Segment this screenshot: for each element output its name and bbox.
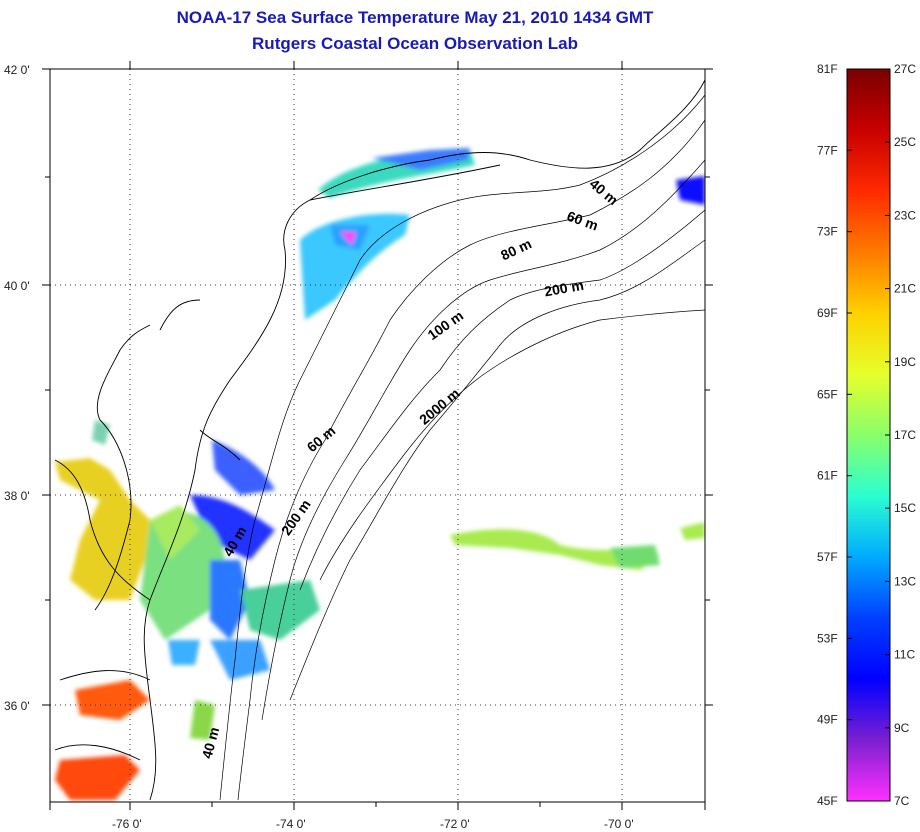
- colorbar-fahrenheit-label: 61F: [817, 469, 838, 483]
- lon-tick-label: -74 0': [276, 817, 306, 831]
- contour-label-60m: 60 m: [565, 208, 600, 234]
- colorbar-fahrenheit-label: 57F: [817, 550, 838, 564]
- colorbar-fahrenheit-label: 65F: [817, 387, 838, 401]
- lat-tick-label: 40 0': [4, 279, 30, 293]
- colorbar-fahrenheit-label: 49F: [817, 713, 838, 727]
- colorbar-celsius-label: 25C: [894, 135, 916, 149]
- colorbar-celsius-label: 21C: [894, 282, 916, 296]
- colorbar-fahrenheit-label: 69F: [817, 306, 838, 320]
- colorbar-celsius-label: 7C: [894, 794, 910, 808]
- lon-tick-label: -72 0': [440, 817, 470, 831]
- colorbar-fahrenheit-label: 81F: [817, 62, 838, 76]
- map-frame: [49, 68, 706, 803]
- lat-tick-label: 42 0': [4, 63, 30, 77]
- colorbar-fahrenheit-label: 73F: [817, 225, 838, 239]
- frame-ticks: [42, 61, 713, 810]
- bathymetry-contours: [219, 94, 705, 801]
- coastline: [54, 79, 705, 801]
- contour-label-200m-south: 200 m: [278, 496, 314, 538]
- colorbar-celsius-label: 11C: [894, 648, 915, 662]
- map-plot-area[interactable]: 40 m 60 m 80 m 200 m 100 m 2000 m 60 m 2…: [50, 69, 705, 802]
- colorbar-celsius-label: 9C: [894, 721, 910, 735]
- colorbar-fahrenheit-label: 45F: [817, 794, 838, 808]
- colorbar: [846, 68, 891, 802]
- map-title: NOAA-17 Sea Surface Temperature May 21, …: [176, 8, 654, 27]
- colorbar-fahrenheit-label: 77F: [817, 143, 838, 157]
- contour-label-40m-hatteras: 40 m: [199, 725, 223, 760]
- colorbar-celsius-label: 13C: [894, 574, 916, 588]
- lat-tick-label: 38 0': [4, 489, 30, 503]
- lon-tick-label: -76 0': [112, 817, 142, 831]
- colorbar-celsius-label: 27C: [894, 62, 916, 76]
- graticule: [50, 69, 705, 802]
- colorbar-fahrenheit-label: 53F: [817, 631, 838, 645]
- contour-label-80m: 80 m: [498, 235, 534, 263]
- colorbar-celsius-label: 17C: [894, 428, 916, 442]
- contour-label-2000m: 2000 m: [416, 385, 463, 428]
- colorbar-celsius-label: 19C: [894, 355, 916, 369]
- colorbar-fahrenheit-ticks: 81F 77F 73F 69F 65F 61F 57F 53F 49F 45F: [817, 62, 852, 808]
- lon-tick-label: -70 0': [604, 817, 634, 831]
- lat-tick-label: 36 0': [4, 699, 30, 713]
- colorbar-celsius-label: 23C: [894, 208, 916, 222]
- contour-label-200m: 200 m: [543, 277, 585, 300]
- contour-label-60m-south: 60 m: [304, 422, 339, 455]
- map-subtitle: Rutgers Coastal Ocean Observation Lab: [252, 34, 578, 53]
- sst-patches: [55, 148, 705, 800]
- contour-label-100m: 100 m: [425, 307, 467, 343]
- contour-label-40m: 40 m: [587, 175, 622, 208]
- colorbar-celsius-label: 15C: [894, 501, 916, 515]
- colorbar-celsius-ticks: 27C 25C 23C 21C 19C 17C 15C 13C 11C 9C 7C: [885, 62, 916, 808]
